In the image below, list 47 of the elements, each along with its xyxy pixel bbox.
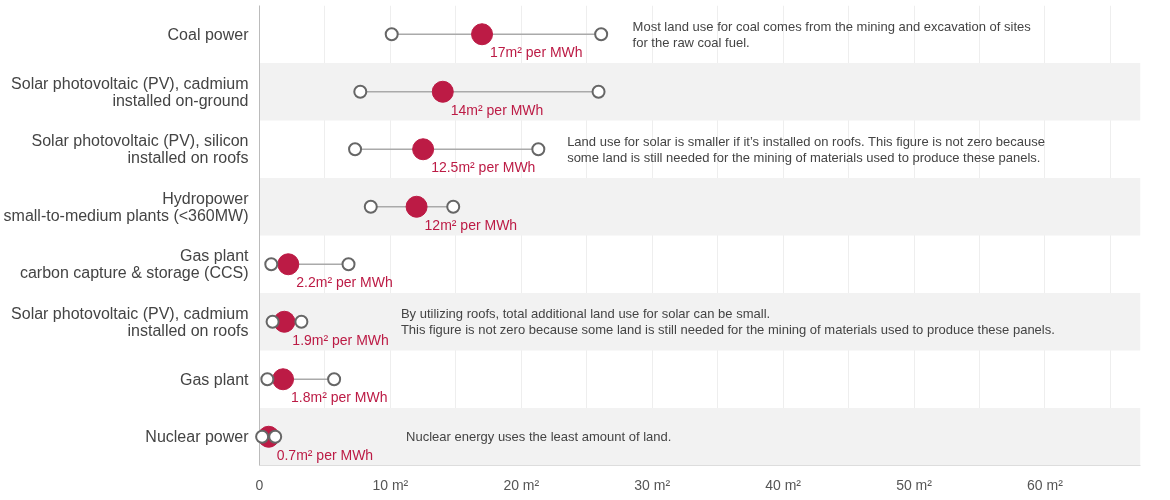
annotation: Land use for solar is smaller if it’s installed on roofs. This figure is not zero because some land is still needed for the mining of materials used to produce these panels.: [567, 133, 1046, 165]
x-tick-label: 0: [255, 476, 264, 493]
data-label: 1.9m² per MWh: [292, 331, 389, 348]
x-tick-label: 50 m²: [896, 476, 933, 493]
x-tick-label: 30 m²: [634, 476, 671, 493]
data-label: 12m² per MWh: [424, 216, 518, 233]
point: [264, 257, 279, 272]
data-label: 1.8m² per MWh: [291, 389, 388, 406]
point: [471, 23, 494, 46]
point: [327, 372, 342, 387]
data-label: 17m² per MWh: [490, 44, 583, 61]
x-tick-label: 60 m²: [1027, 476, 1064, 493]
x-tick-label: 40 m²: [765, 476, 802, 493]
y-tick-label: Gas plant carbon capture & storage (CCS): [19, 247, 250, 282]
data-label: 14m² per MWh: [450, 101, 544, 118]
y-tick-label: Nuclear power: [145, 428, 250, 446]
data-label: 2.2m² per MWh: [296, 274, 393, 291]
y-tick-label: Solar photovoltaic (PV), silicon installed on roofs: [31, 132, 249, 167]
point: [272, 368, 295, 391]
x-tick-label: 10 m²: [372, 476, 409, 493]
point: [446, 199, 461, 214]
point: [260, 372, 275, 387]
point: [405, 195, 428, 218]
point: [591, 84, 606, 99]
point: [594, 27, 609, 42]
x-tick-label: 20 m²: [503, 476, 540, 493]
annotation: Nuclear energy uses the least amount of land.: [406, 429, 672, 445]
annotation: By utilizing roofs, total additional land use for solar can be small. This figure is not zero because some land is still needed for the mining of materials used to produce these panels.: [400, 306, 1055, 338]
y-tick-label: Solar photovoltaic (PV), cadmium installed on-ground: [11, 74, 249, 109]
y-tick-label: Gas plant: [180, 370, 250, 388]
point: [348, 142, 363, 157]
data-label: 12.5m² per MWh: [431, 159, 536, 176]
y-tick-label: Hydropower small-to-medium plants (<360MW): [3, 189, 250, 224]
point: [353, 84, 368, 99]
y-tick-label: Coal power: [167, 25, 250, 43]
annotation: Most land use for coal comes from the mining and excavation of sites for the raw coal fuel.: [632, 18, 1032, 50]
y-tick-label: Solar photovoltaic (PV), cadmium installed on roofs: [11, 304, 249, 339]
point: [277, 253, 300, 276]
point: [341, 257, 356, 272]
point: [531, 142, 546, 157]
point: [363, 199, 378, 214]
point: [431, 80, 454, 103]
point: [294, 314, 309, 329]
point: [265, 314, 280, 329]
point: [384, 27, 399, 42]
point: [412, 138, 435, 161]
data-label: 0.7m² per MWh: [276, 446, 374, 463]
